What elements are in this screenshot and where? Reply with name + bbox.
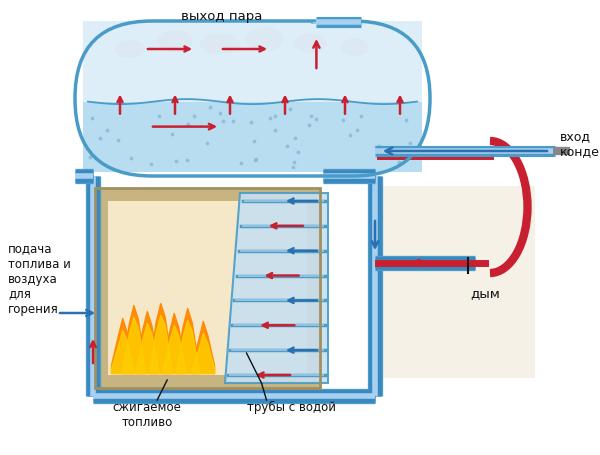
Text: подача
топлива и
воздуха
для
горения: подача топлива и воздуха для горения <box>8 242 71 315</box>
Ellipse shape <box>293 34 326 54</box>
Ellipse shape <box>341 39 369 57</box>
Bar <box>83 22 422 102</box>
Text: выход пара: выход пара <box>181 10 263 23</box>
Ellipse shape <box>115 41 145 59</box>
Text: дым: дым <box>470 287 500 300</box>
FancyBboxPatch shape <box>75 22 430 177</box>
Ellipse shape <box>158 31 193 53</box>
Bar <box>95 188 320 388</box>
Text: трубы с водой: трубы с водой <box>247 400 336 413</box>
Text: сжигаемое
топливо: сжигаемое топливо <box>113 400 182 428</box>
Polygon shape <box>225 193 328 383</box>
Ellipse shape <box>246 28 284 52</box>
Bar <box>108 202 307 375</box>
Ellipse shape <box>200 35 240 55</box>
Bar <box>83 98 422 172</box>
Bar <box>95 188 320 388</box>
Bar <box>380 187 535 378</box>
Text: вход
конденсата: вход конденсата <box>560 130 600 157</box>
